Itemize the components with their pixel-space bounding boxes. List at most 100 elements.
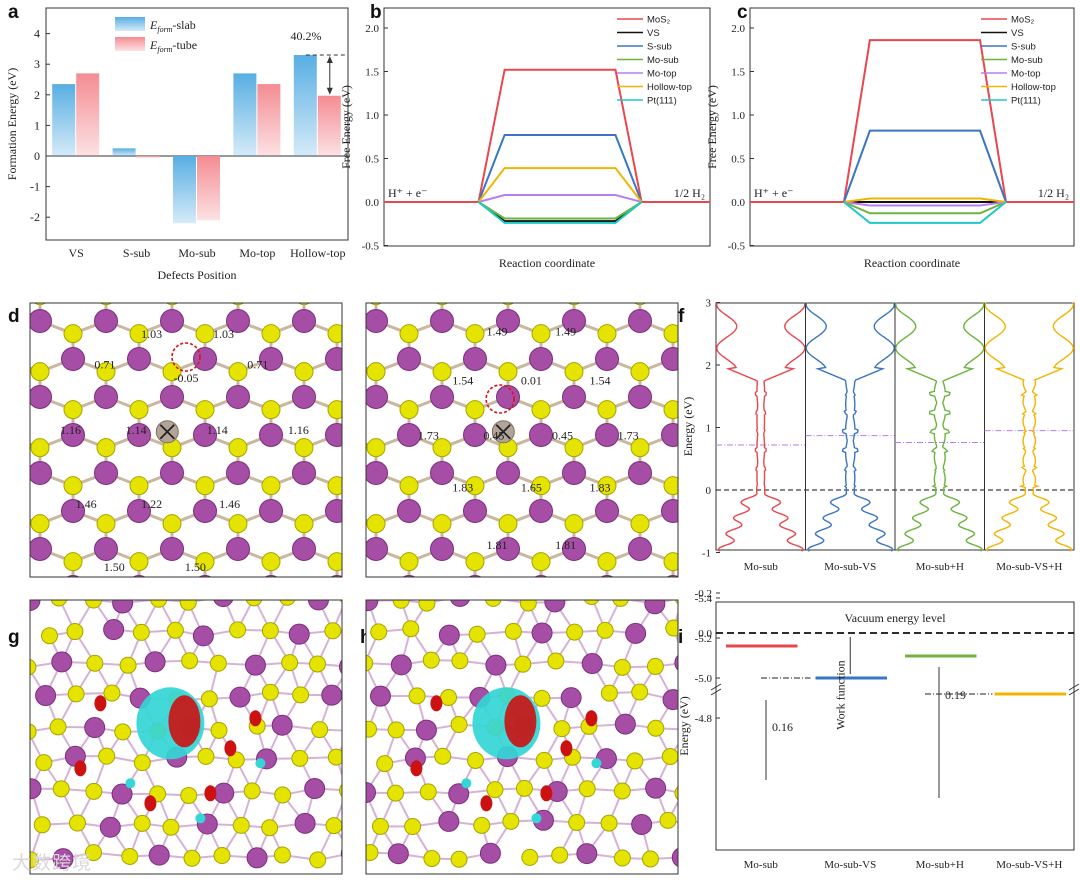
mo-atom — [304, 778, 326, 800]
s-atom — [0, 553, 16, 571]
isosurface-lobe — [591, 758, 602, 769]
mo-atom — [761, 310, 784, 333]
mo-atom — [127, 423, 151, 447]
mo-atom — [625, 622, 647, 644]
s-atom — [467, 751, 485, 769]
highlight-circle — [171, 342, 201, 372]
mo-atom — [614, 713, 636, 735]
structure-d-frame — [29, 302, 343, 578]
isosurface-lobe — [430, 695, 443, 712]
mo-atom — [160, 385, 184, 409]
s-atom — [796, 629, 814, 647]
chart-a-bar-tube — [257, 84, 281, 156]
s-atom — [327, 552, 342, 572]
mo-atom — [794, 576, 817, 599]
chart-b-series-pt — [477, 201, 643, 224]
chart-c-reactant-label: H⁺ + e⁻ — [754, 186, 793, 200]
chart-f-ytick-label: -1 — [702, 548, 711, 560]
mo-atom — [0, 348, 19, 371]
chart-a-bar-slab — [52, 84, 76, 156]
s-atom — [261, 324, 281, 344]
chart-i-ytick-label: -4.8 — [695, 713, 713, 725]
chart-i-xtick-label: Mo-sub-VS+H — [996, 859, 1062, 871]
chart-f-curve-left — [895, 302, 938, 552]
chart-b-product-label: 1/2 H₂ — [674, 186, 705, 200]
s-atom — [663, 552, 678, 572]
s-atom — [129, 552, 149, 572]
mo-atom — [397, 423, 421, 447]
mo-atom — [0, 272, 19, 295]
s-atom — [96, 514, 116, 534]
chart-i-ytick-label: -5.2 — [695, 633, 712, 645]
isosurface-lobe — [585, 710, 598, 727]
s-atom — [0, 477, 16, 495]
s-atom — [613, 658, 631, 676]
s-atom — [502, 812, 520, 830]
mo-atom — [226, 309, 250, 333]
s-atom — [245, 600, 263, 607]
mo-atom — [62, 272, 85, 295]
chart-b-legend-label: Mo-sub — [647, 55, 679, 66]
s-atom — [338, 783, 342, 797]
s-atom — [600, 814, 618, 832]
chart-i-ytick-label: -5.4 — [695, 593, 713, 605]
s-atom — [41, 627, 59, 645]
structure-d-charge-label: 1.46 — [219, 497, 240, 511]
mo-atom — [30, 537, 52, 561]
s-atom — [49, 718, 67, 736]
s-atom — [114, 723, 132, 741]
s-atom — [404, 818, 422, 836]
s-atom — [366, 720, 378, 738]
s-atom — [473, 816, 491, 834]
s-atom — [324, 622, 342, 640]
mo-atom — [562, 461, 586, 485]
mo-atom — [631, 813, 653, 835]
s-atom — [763, 591, 781, 609]
chart-i-axis-break — [710, 683, 722, 696]
mo-atom — [529, 347, 553, 371]
chart-b-ytick-label: 1.0 — [365, 110, 379, 122]
chart-f-column-label: Mo-sub-VS+H — [996, 561, 1062, 573]
structure-e-charge-label: 0.01 — [521, 374, 542, 388]
structure-d-charge-label: 1.46 — [76, 497, 97, 511]
chart-c-series-pt — [843, 201, 1007, 224]
structure-d-charge-label: -0.05 — [174, 371, 199, 385]
mo-atom — [325, 423, 342, 447]
panel-label-f: f — [678, 306, 685, 327]
s-atom — [132, 623, 150, 641]
vacancy-cross-icon — [495, 424, 511, 440]
s-atom — [583, 600, 600, 605]
mo-atom — [213, 782, 235, 804]
isosurface-lobe — [255, 758, 266, 769]
mo-atom — [0, 576, 19, 599]
chart-f-curve-left — [984, 302, 1028, 552]
chart-a-ytick-label: 1 — [34, 118, 40, 132]
chart-b-legend-label: Pt(111) — [647, 96, 677, 107]
chart-b-ytick-label: -0.5 — [362, 241, 380, 253]
mo-atom — [544, 600, 566, 613]
s-atom — [228, 438, 248, 458]
s-atom — [69, 814, 87, 832]
s-atom — [195, 476, 215, 496]
s-atom — [52, 780, 70, 798]
structure-d: 1.03 1.03 0.71 0.71 -0.05 1.16 1.14 1.14 1.16 1.4… — [0, 272, 343, 599]
s-atom — [366, 514, 386, 534]
s-atom — [547, 652, 565, 670]
s-atom — [402, 620, 420, 638]
mo-atom — [430, 309, 454, 333]
mo-atom — [496, 537, 520, 561]
mo-atom — [30, 778, 42, 800]
mo-atom — [160, 309, 184, 333]
isosurface-lobe — [144, 795, 157, 812]
s-atom — [294, 362, 314, 382]
mo-atom — [534, 575, 548, 577]
s-atom — [829, 515, 847, 533]
s-atom — [451, 652, 469, 670]
chart-f-curve-right — [852, 302, 895, 552]
chart-c-series-mosub — [843, 201, 1007, 215]
mo-atom — [198, 575, 212, 577]
s-atom — [435, 303, 449, 306]
s-atom — [30, 658, 37, 676]
s-atom — [694, 819, 710, 835]
mo-atom — [562, 385, 586, 409]
